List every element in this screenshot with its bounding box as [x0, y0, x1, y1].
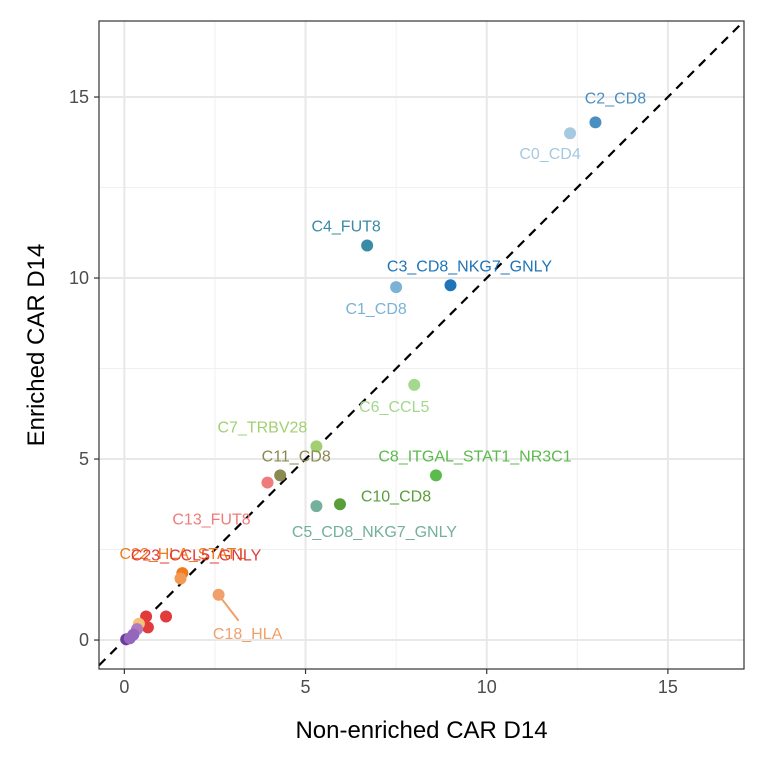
x-tick-label: 15	[658, 677, 678, 697]
point-label: C7_TRBV28	[218, 419, 308, 436]
label-leader-line	[220, 598, 240, 622]
plot-panel-border	[98, 20, 745, 670]
point-label: C18_HLA	[213, 626, 283, 643]
axis-ticks: 0 5 10 15 0 5 10 15	[69, 87, 678, 697]
data-point	[274, 469, 287, 482]
data-point	[174, 572, 187, 585]
data-point	[160, 610, 173, 623]
point-label: C5_CD8_NKG7_GNLY	[292, 524, 457, 541]
point-label: C22_HLA_STAT1	[119, 546, 245, 563]
point-label: C8_ITGAL_STAT1_NR3C1	[378, 448, 571, 465]
data-point	[140, 610, 153, 623]
point-labels: C2_CD8 C0_CD4 C4_FUT8 C3_CD8_NKG7_GNLY C1_CD…	[119, 90, 646, 642]
y-tick-label: 10	[69, 268, 89, 288]
point-label: C4_FUT8	[311, 218, 380, 235]
data-point	[444, 279, 457, 292]
data-point	[408, 378, 421, 391]
data-point	[212, 588, 225, 601]
data-point	[261, 476, 274, 489]
x-tick-label: 10	[477, 677, 497, 697]
x-axis-title: Non-enriched CAR D14	[295, 717, 547, 744]
y-tick-label: 5	[79, 449, 89, 469]
point-label: C1_CD8	[345, 301, 406, 318]
data-point	[310, 440, 323, 453]
y-axis-title: Enriched CAR D14	[23, 244, 50, 447]
point-label: C10_CD8	[361, 488, 431, 505]
point-label: C11_CD8	[262, 448, 331, 465]
data-point	[333, 498, 346, 511]
y-tick-label: 0	[79, 630, 89, 650]
point-label: C3_CD8_NKG7_GNLY	[387, 258, 552, 275]
x-tick-label: 5	[301, 677, 311, 697]
point-label: C6_CCL5	[359, 399, 429, 416]
data-point	[429, 469, 442, 482]
point-label: C2_CD8	[585, 90, 646, 107]
x-tick-label: 0	[119, 677, 129, 697]
data-point	[390, 281, 403, 294]
data-point	[361, 239, 374, 252]
y-tick-label: 15	[69, 87, 89, 107]
data-point	[589, 116, 602, 129]
point-label: C13_FUT8	[172, 512, 250, 529]
data-point	[123, 632, 136, 645]
data-points	[120, 116, 602, 646]
data-point	[564, 127, 577, 140]
grid-lines	[99, 21, 744, 669]
data-point	[310, 500, 323, 513]
point-label: C0_CD4	[519, 146, 580, 163]
data-point	[141, 621, 154, 634]
identity-reference-line	[98, 20, 745, 667]
point-label: C23_CCL5_GNLY	[131, 548, 262, 565]
